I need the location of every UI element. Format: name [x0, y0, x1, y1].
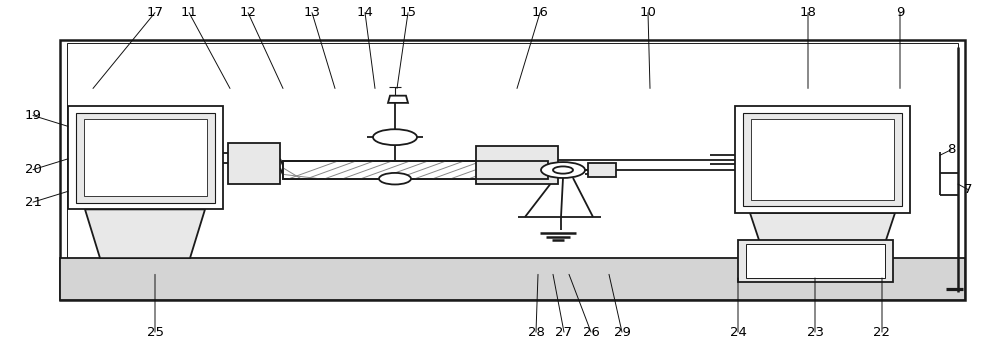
Text: 25: 25: [146, 326, 164, 339]
Bar: [228, 143, 280, 184]
Bar: [283, 161, 548, 179]
Bar: [476, 146, 558, 184]
Bar: [735, 106, 910, 213]
Text: 18: 18: [800, 6, 816, 19]
Bar: [751, 119, 894, 200]
Text: 26: 26: [583, 326, 599, 339]
Text: 27: 27: [556, 326, 572, 339]
Bar: [283, 161, 548, 179]
Text: 24: 24: [730, 326, 746, 339]
Text: 9: 9: [896, 6, 904, 19]
Bar: [60, 258, 965, 300]
Text: 8: 8: [947, 143, 955, 156]
Text: 23: 23: [806, 326, 824, 339]
Bar: [67, 43, 958, 295]
Bar: [60, 40, 965, 300]
Text: 16: 16: [532, 6, 548, 19]
Circle shape: [541, 162, 585, 178]
Text: 17: 17: [146, 6, 164, 19]
Polygon shape: [750, 213, 895, 258]
Polygon shape: [388, 96, 408, 103]
Text: 19: 19: [25, 109, 41, 122]
Text: 14: 14: [357, 6, 373, 19]
Text: 22: 22: [874, 326, 891, 339]
Text: 11: 11: [180, 6, 198, 19]
Circle shape: [373, 129, 417, 145]
Circle shape: [553, 166, 573, 174]
Text: 21: 21: [24, 196, 42, 209]
Text: 10: 10: [640, 6, 656, 19]
Text: 15: 15: [400, 6, 416, 19]
Text: 29: 29: [614, 326, 630, 339]
Bar: [588, 163, 616, 177]
Bar: [746, 244, 885, 278]
Polygon shape: [85, 209, 205, 258]
Text: 28: 28: [528, 326, 544, 339]
Circle shape: [379, 173, 411, 184]
Text: 13: 13: [304, 6, 320, 19]
Bar: [743, 113, 902, 206]
Text: 7: 7: [964, 183, 972, 196]
Bar: [76, 113, 215, 203]
Bar: [68, 106, 223, 209]
Bar: [84, 119, 207, 196]
Bar: [738, 240, 893, 282]
Text: 12: 12: [240, 6, 256, 19]
Text: 20: 20: [25, 163, 41, 176]
